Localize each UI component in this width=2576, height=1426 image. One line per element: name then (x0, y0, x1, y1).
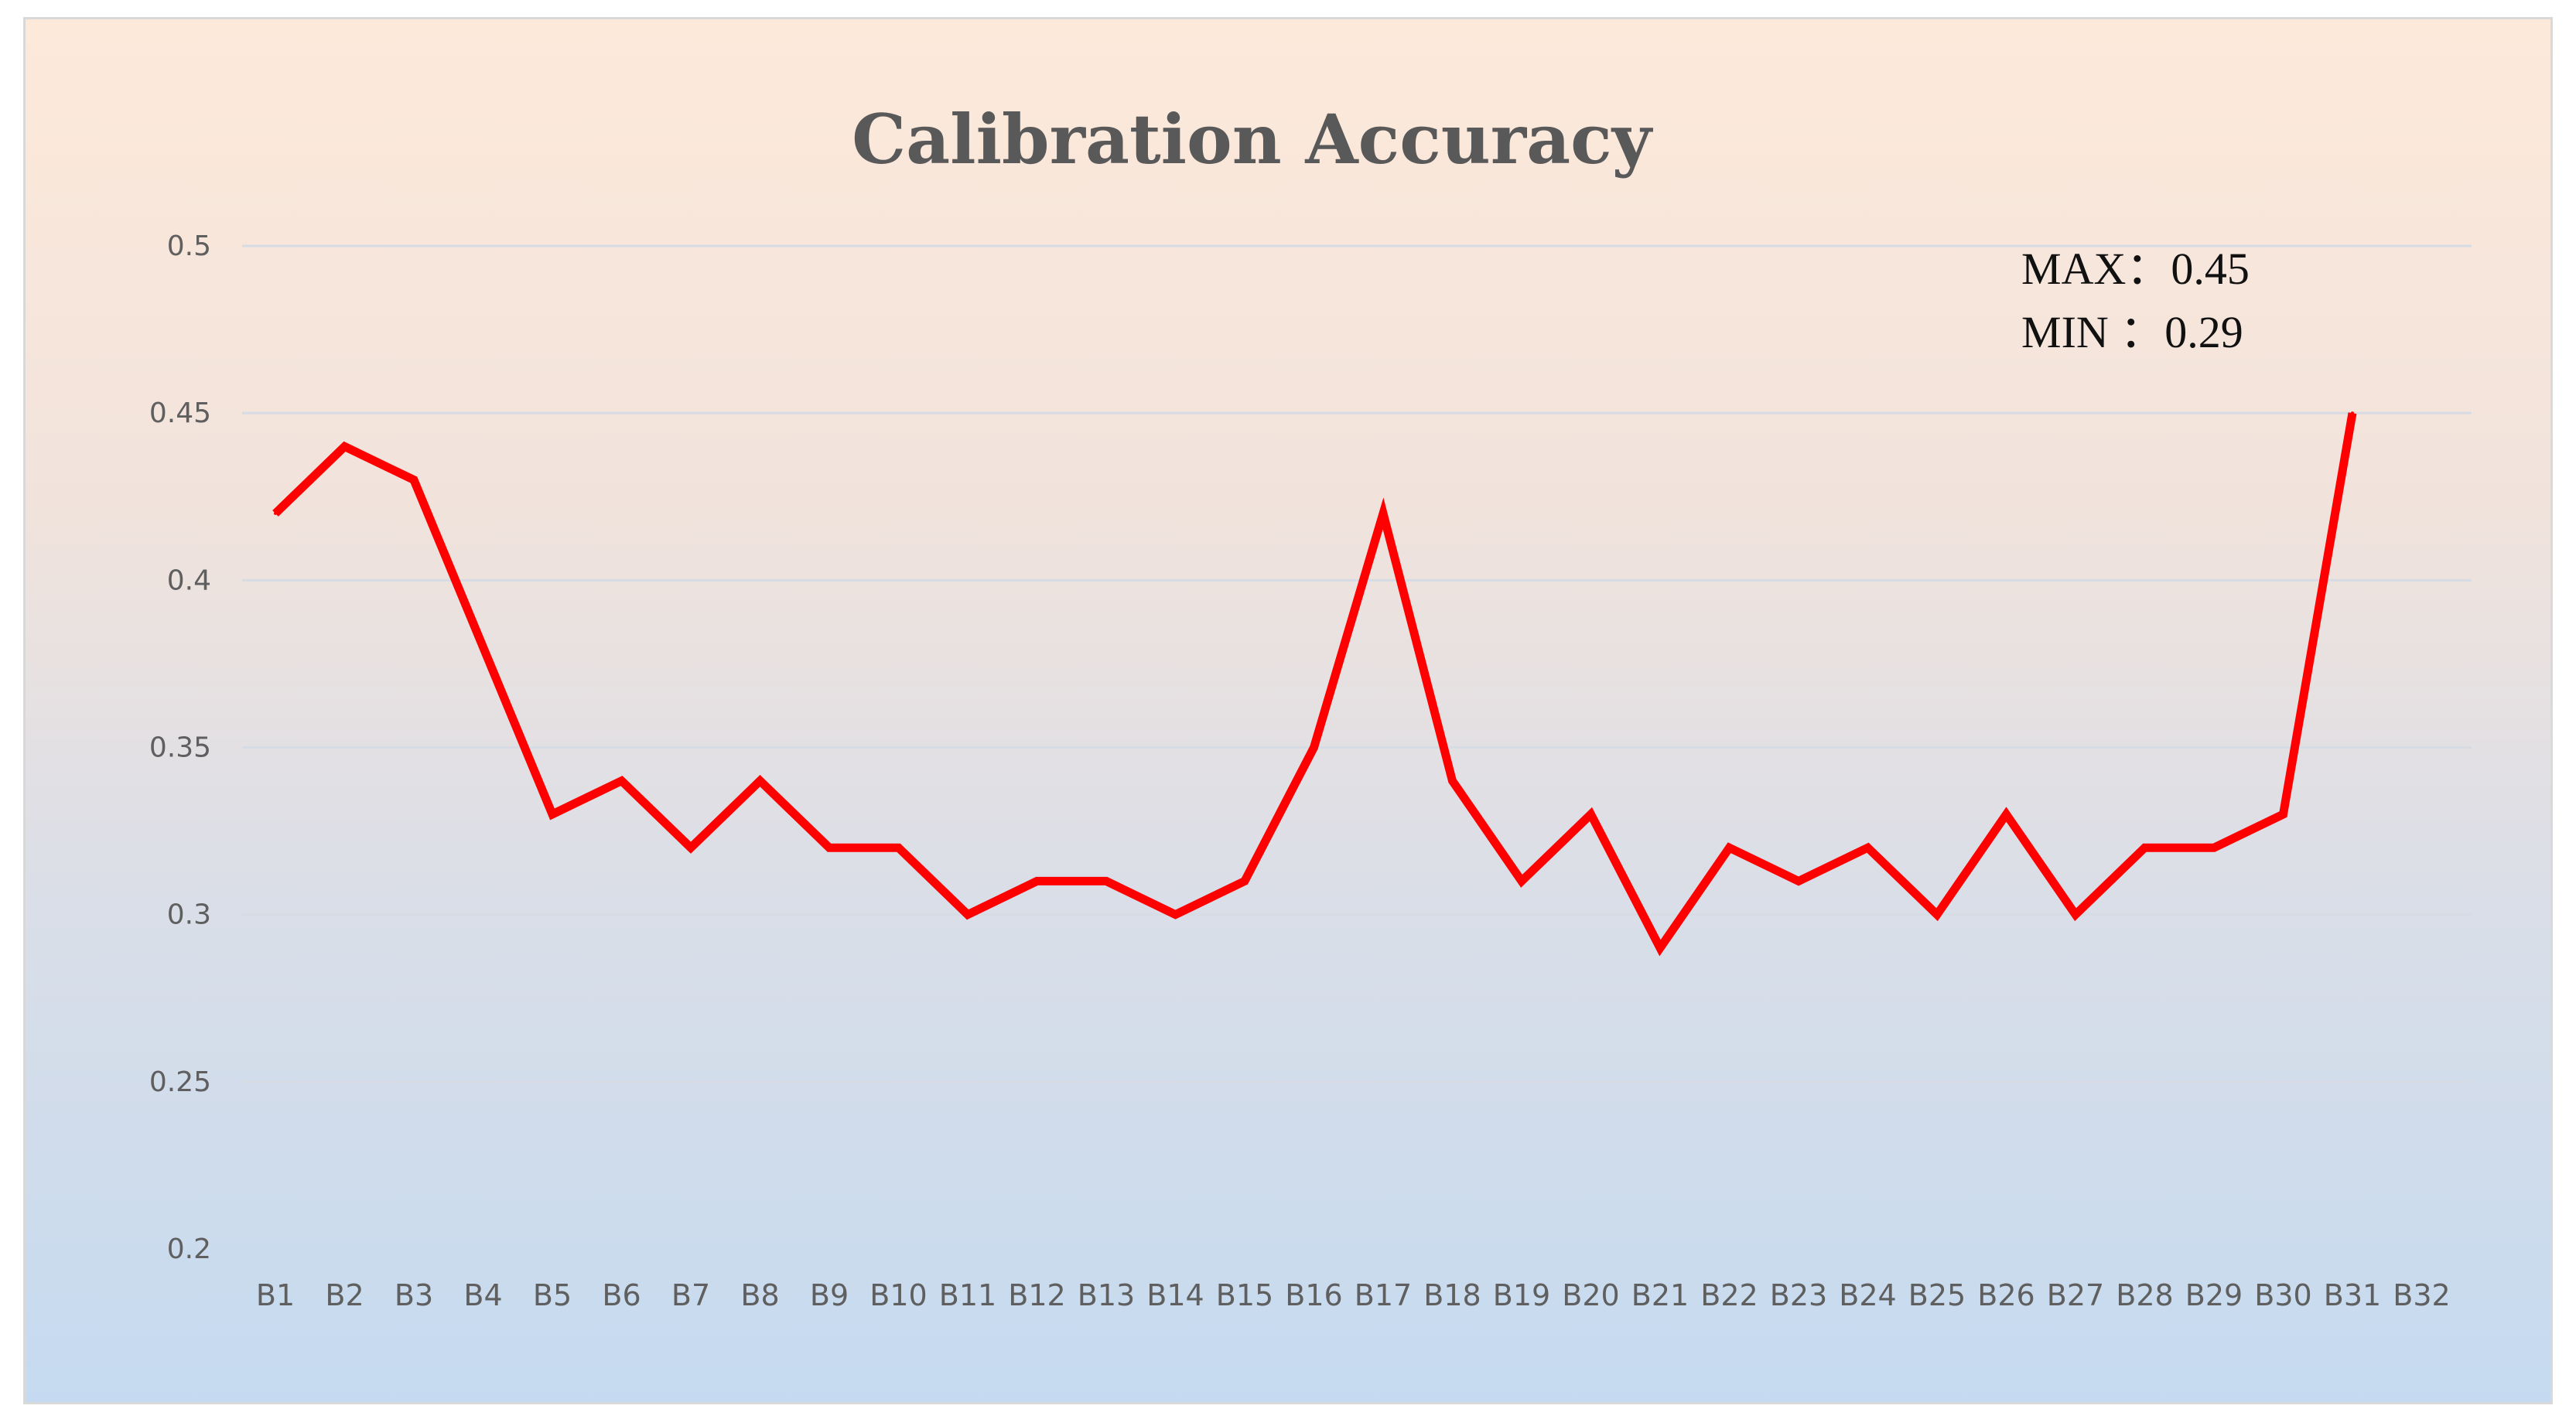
x-tick-label: B13 (1078, 1278, 1135, 1312)
x-tick-label: B27 (2047, 1278, 2104, 1312)
x-tick-label: B5 (533, 1278, 572, 1312)
y-tick-label: 0.3 (167, 899, 211, 931)
y-tick-label: 0.45 (149, 397, 211, 429)
max-annotation: MAX：0.45 (2021, 244, 2250, 294)
data-point (1727, 846, 1731, 850)
x-axis-ticks: B1 B2 B3 B4 B5 B6 B7 B8 B9 B10 B11 B12 B13 B14 B15 B16 B… (256, 1278, 2451, 1312)
data-point (1659, 946, 1662, 950)
x-tick-label: B8 (740, 1278, 779, 1312)
x-tick-label: B16 (1285, 1278, 1342, 1312)
x-tick-label: B28 (2116, 1278, 2173, 1312)
x-tick-label: B29 (2185, 1278, 2243, 1312)
data-point (481, 645, 485, 649)
x-tick-label: B22 (1700, 1278, 1758, 1312)
data-point (551, 812, 554, 816)
y-tick-label: 0.5 (167, 230, 211, 262)
x-tick-label: B23 (1770, 1278, 1827, 1312)
data-point (689, 846, 692, 850)
x-tick-label: B32 (2393, 1278, 2450, 1312)
x-tick-label: B25 (1908, 1278, 1966, 1312)
series-line (272, 412, 2357, 957)
y-tick-label: 0.4 (167, 565, 211, 596)
data-point (966, 913, 969, 916)
x-tick-label: B2 (325, 1278, 364, 1312)
data-point (1450, 779, 1454, 783)
x-tick-label: B30 (2254, 1278, 2311, 1312)
data-point (1382, 511, 1385, 515)
data-point (1589, 812, 1593, 816)
data-point (2143, 846, 2147, 850)
x-tick-label: B1 (256, 1278, 295, 1312)
data-point (1312, 745, 1316, 749)
x-tick-label: B24 (1839, 1278, 1896, 1312)
x-tick-label: B26 (1977, 1278, 2034, 1312)
y-tick-label: 0.35 (149, 732, 211, 764)
x-tick-label: B3 (395, 1278, 433, 1312)
x-tick-label: B4 (463, 1278, 502, 1312)
data-point (2212, 846, 2216, 850)
series-layer (272, 411, 2357, 957)
data-point (2074, 913, 2077, 916)
x-tick-label: B19 (1493, 1278, 1550, 1312)
data-point (1935, 913, 1939, 916)
x-tick-label: B11 (939, 1278, 996, 1312)
y-tick-label: 0.25 (149, 1066, 211, 1098)
x-tick-label: B31 (2324, 1278, 2381, 1312)
chart-title: Calibration Accuracy (852, 99, 1654, 179)
x-tick-label: B12 (1008, 1278, 1065, 1312)
data-point (897, 846, 900, 850)
x-tick-label: B9 (810, 1278, 849, 1312)
y-axis-ticks: 0.2 0.25 0.3 0.35 0.4 0.45 0.5 (149, 230, 211, 1265)
data-point (758, 779, 762, 783)
x-tick-label: B6 (602, 1278, 641, 1312)
x-tick-label: B14 (1146, 1278, 1204, 1312)
x-tick-label: B18 (1423, 1278, 1481, 1312)
data-point (343, 445, 347, 449)
chart-frame: Calibration Accuracy 0.2 0.25 0.3 0.35 0.4 0.… (23, 17, 2553, 1404)
line-chart: Calibration Accuracy 0.20.250.30.350.40.… (149, 99, 2472, 1312)
data-point (2351, 411, 2354, 415)
x-tick-label: B20 (1562, 1278, 1619, 1312)
data-point (620, 779, 624, 783)
data-point (2004, 812, 2008, 816)
data-point (828, 846, 831, 850)
x-tick-label: B17 (1355, 1278, 1412, 1312)
data-point (1105, 879, 1108, 883)
data-point (1520, 879, 1523, 883)
y-tick-label: 0.2 (167, 1233, 211, 1265)
data-point (1866, 846, 1870, 850)
data-point (2281, 812, 2285, 816)
data-point (1174, 913, 1177, 916)
x-tick-label: B10 (869, 1278, 927, 1312)
x-tick-label: B7 (671, 1278, 710, 1312)
data-point (1243, 879, 1246, 883)
data-point (1797, 879, 1800, 883)
data-point (412, 478, 415, 482)
x-tick-label: B15 (1216, 1278, 1273, 1312)
x-tick-label: B21 (1631, 1278, 1689, 1312)
min-annotation: MIN ：0.29 (2021, 307, 2243, 357)
gridlines (242, 244, 2472, 1083)
data-point (274, 511, 277, 515)
data-point (1035, 879, 1039, 883)
